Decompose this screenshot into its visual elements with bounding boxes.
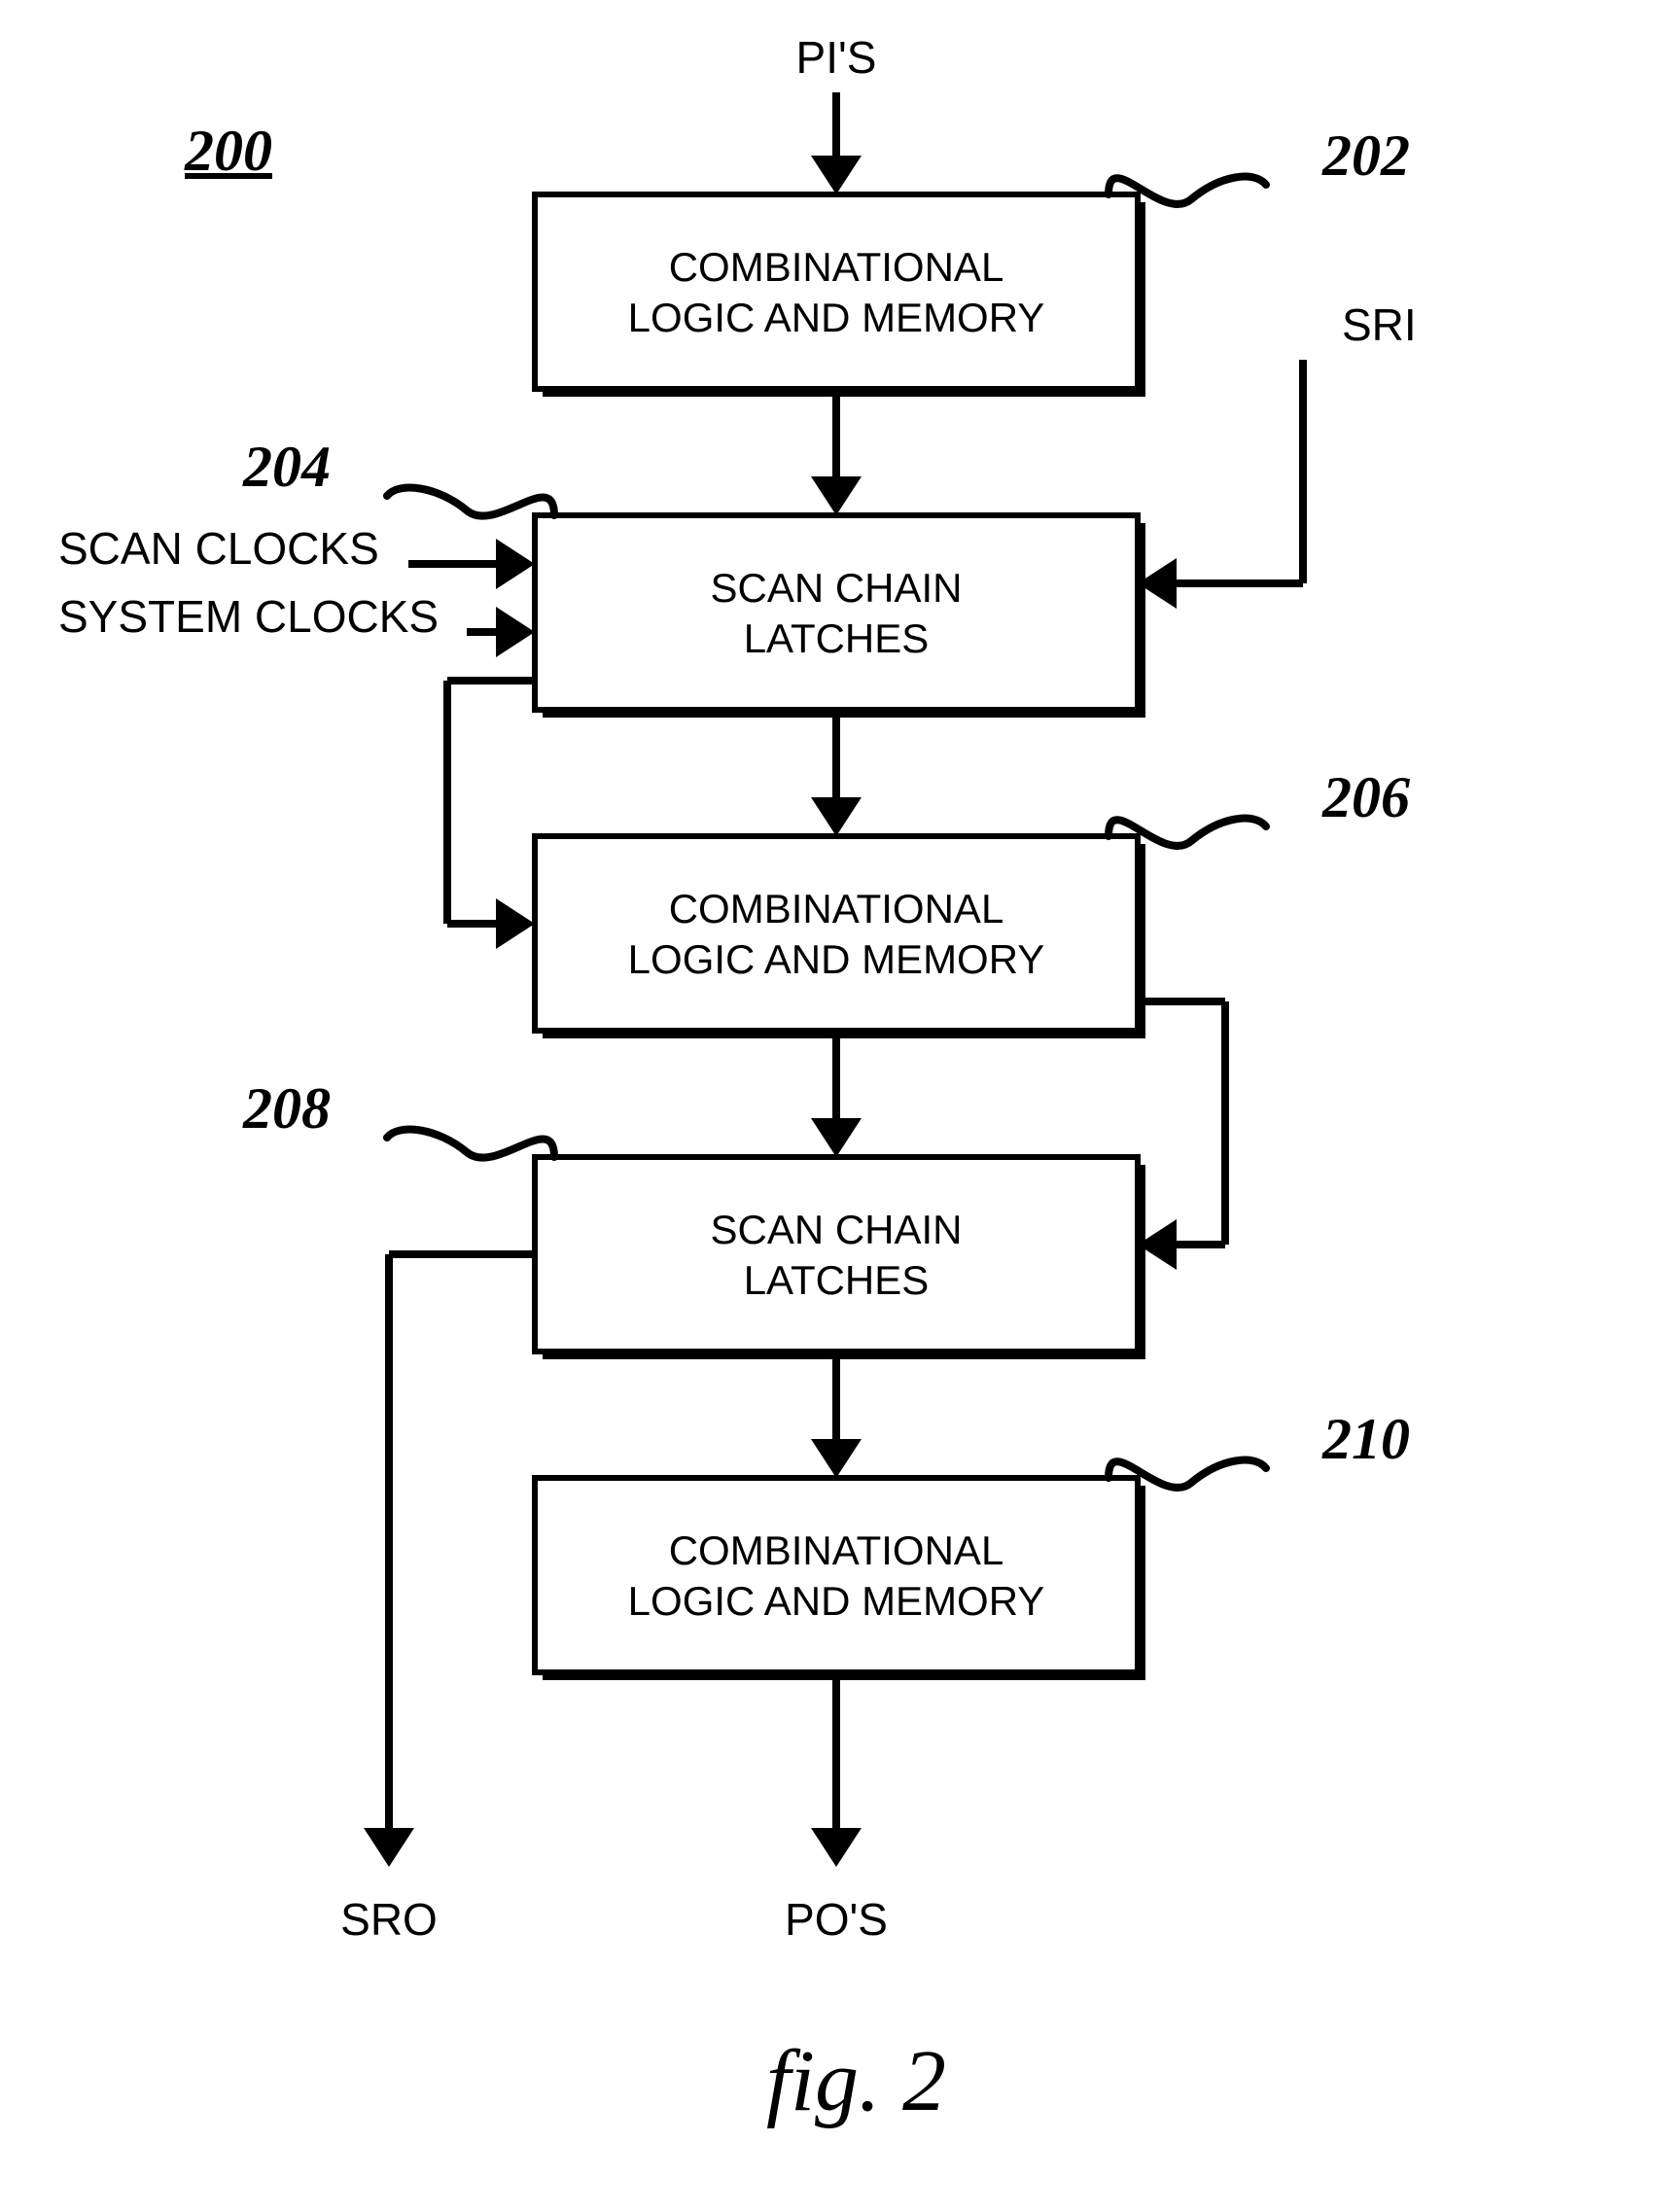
block-b208-line2: LATCHES	[744, 1257, 930, 1303]
ref-b206: 206	[1321, 765, 1410, 829]
ref-b210: 210	[1321, 1407, 1410, 1471]
ref-b204: 204	[242, 435, 331, 499]
label-system-clocks: SYSTEM CLOCKS	[58, 591, 439, 642]
block-b210	[535, 1478, 1138, 1672]
figure-ref-200: 200	[184, 119, 272, 183]
block-b206-line2: LOGIC AND MEMORY	[628, 936, 1045, 982]
diagram-canvas: 200 PI'S COMBINATIONAL LOGIC AND MEMORY SCAN…	[0, 0, 1654, 2212]
block-b206	[535, 836, 1138, 1031]
ref-b202: 202	[1321, 123, 1410, 188]
ref-b208: 208	[242, 1076, 331, 1141]
block-b204-line2: LATCHES	[744, 615, 930, 661]
block-b204-line1: SCAN CHAIN	[710, 565, 962, 611]
figure-caption: fig. 2	[766, 2033, 946, 2129]
block-b204	[535, 515, 1138, 710]
label-sri: SRI	[1342, 299, 1417, 350]
block-b208-line1: SCAN CHAIN	[710, 1207, 962, 1252]
block-b202	[535, 194, 1138, 389]
block-b202-line2: LOGIC AND MEMORY	[628, 295, 1045, 340]
label-po: PO'S	[785, 1894, 888, 1945]
block-b202-line1: COMBINATIONAL	[669, 244, 1004, 290]
block-b208	[535, 1157, 1138, 1352]
label-pi: PI'S	[796, 32, 877, 83]
block-b210-line1: COMBINATIONAL	[669, 1527, 1004, 1573]
label-sro: SRO	[340, 1894, 438, 1945]
block-b210-line2: LOGIC AND MEMORY	[628, 1578, 1045, 1624]
block-b206-line1: COMBINATIONAL	[669, 886, 1004, 931]
label-scan-clocks: SCAN CLOCKS	[58, 523, 379, 574]
